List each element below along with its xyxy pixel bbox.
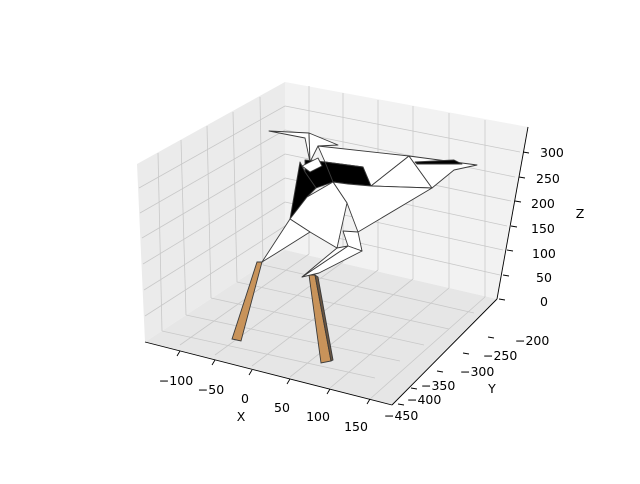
y-tick-label: −350: [421, 378, 455, 393]
left-pane: [137, 82, 285, 342]
surface-face: [301, 157, 323, 173]
axis-lines: [144, 126, 529, 406]
z-tick-label: 200: [531, 196, 555, 211]
shadow-face: [414, 159, 463, 165]
y-tick-labels: −200 −250 −300 −350 −400 −450: [384, 333, 549, 423]
y-tick-label: −250: [483, 348, 517, 363]
left-leg: [231, 261, 263, 342]
x-tick-label: −100: [159, 373, 193, 388]
surface-face: [261, 218, 311, 263]
x-tick-label: −50: [198, 382, 224, 397]
z-tick-label: 0: [540, 294, 548, 309]
z-tick-label: 50: [536, 270, 552, 285]
x-tick-labels: −100 −50 0 50 100 150: [159, 373, 368, 434]
y-tick-label: −200: [515, 333, 549, 348]
x-tick-label: 100: [306, 409, 330, 424]
z-tick-label: 100: [532, 246, 556, 261]
tick-marks: [176, 151, 530, 406]
z-tick-label: 250: [536, 171, 560, 186]
z-tick-labels: 0 50 100 150 200 250 300: [531, 145, 564, 309]
shadow-face: [289, 161, 317, 220]
surface-face: [301, 245, 349, 278]
z-tick-label: 300: [540, 145, 564, 160]
legs: [231, 261, 334, 364]
x-tick-label: 50: [274, 400, 290, 415]
right-leg-shade: [314, 274, 334, 362]
x-axis-label: X: [237, 409, 246, 424]
y-tick-label: −300: [460, 364, 494, 379]
object-surface: [261, 130, 478, 278]
y-axis-label: Y: [487, 381, 496, 396]
y-tick-label: −400: [407, 392, 441, 407]
y-tick-label: −450: [384, 408, 418, 423]
z-tick-label: 150: [531, 221, 555, 236]
z-axis-label: Z: [576, 206, 585, 221]
x-tick-label: 150: [344, 419, 368, 434]
x-tick-label: 0: [241, 391, 249, 406]
